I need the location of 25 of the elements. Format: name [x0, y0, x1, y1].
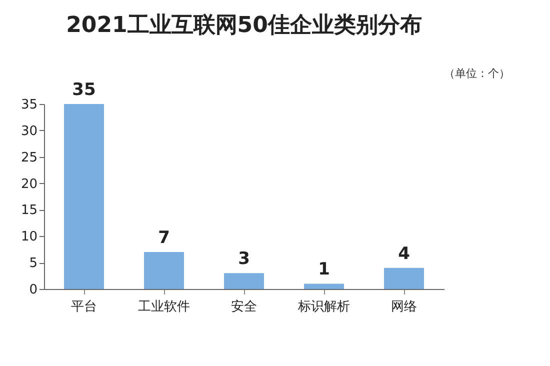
y-tick-label: 30: [20, 124, 38, 139]
y-tick-label: 15: [20, 203, 38, 218]
chart-title: 2021工业互联网50佳企业类别分布: [66, 13, 422, 38]
x-tick-label: 标识解析: [297, 300, 350, 314]
data-label: 3: [238, 249, 250, 270]
bar: [224, 273, 264, 289]
text: （单位：个）: [444, 66, 510, 81]
data-label: 35: [72, 80, 96, 100]
y-tick-label: 5: [29, 256, 38, 272]
x-tick-label: 平台: [71, 300, 97, 314]
bar: [144, 252, 184, 289]
x-tick-label: 网络: [391, 300, 417, 314]
data-label: 7: [158, 228, 170, 248]
bar: [304, 284, 344, 289]
bar: [384, 268, 424, 289]
data-label: 1: [318, 260, 330, 280]
y-tick-label: 25: [20, 150, 38, 166]
y-tick-label: 10: [20, 230, 38, 245]
data-label: 4: [398, 244, 410, 264]
bar: [64, 104, 104, 289]
x-tick-label: 工业软件: [138, 300, 190, 314]
y-tick-label: 35: [20, 98, 38, 112]
x-tick-label: 安全: [231, 298, 257, 314]
y-tick-label: 0: [29, 282, 38, 298]
y-tick-label: 20: [20, 176, 38, 192]
